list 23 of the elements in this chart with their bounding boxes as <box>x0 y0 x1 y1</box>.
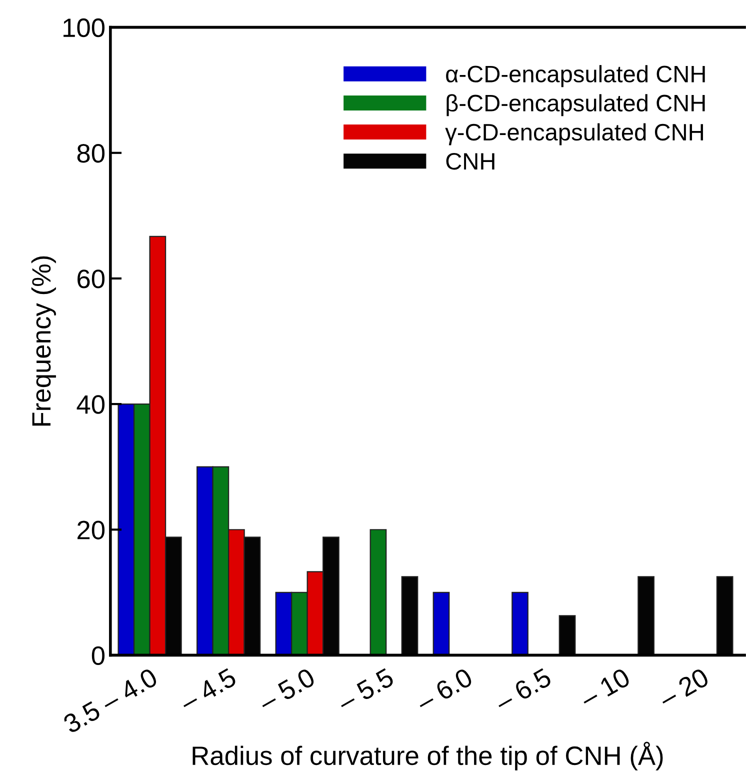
x-tick-label: – 4.5 <box>178 668 238 712</box>
legend-label: β-CD-encapsulated CNH <box>446 94 705 116</box>
legend-label: α-CD-encapsulated CNH <box>446 65 705 88</box>
x-tick-label: – 6.5 <box>493 667 552 712</box>
y-tick-label: 60 <box>78 270 105 288</box>
x-tick-label: – 6.0 <box>414 667 474 712</box>
bar <box>370 529 387 656</box>
y-axis-title: Frequency (%) <box>31 256 56 426</box>
x-tick-label: 3.5 – 4.0 <box>62 667 159 734</box>
y-tick-label: 100 <box>64 18 105 38</box>
y-tick-label: 40 <box>76 395 105 414</box>
x-tick-label: – 20 <box>657 667 710 709</box>
legend-label: CNH <box>446 152 494 170</box>
bar <box>512 592 528 656</box>
legend-label: γ-CD-encapsulated CNH <box>445 123 703 146</box>
x-axis-title: Radius of curvature of the tip of CNH (Å) <box>192 742 663 770</box>
x-tick-label: – 5.0 <box>256 667 316 712</box>
y-tick-label: 0 <box>92 646 105 666</box>
bar <box>432 592 450 656</box>
x-tick-label: – 5.5 <box>336 668 395 712</box>
y-tick-label: 80 <box>77 144 105 163</box>
x-tick-label: – 10 <box>578 667 632 709</box>
y-tick-label: 20 <box>78 520 105 540</box>
